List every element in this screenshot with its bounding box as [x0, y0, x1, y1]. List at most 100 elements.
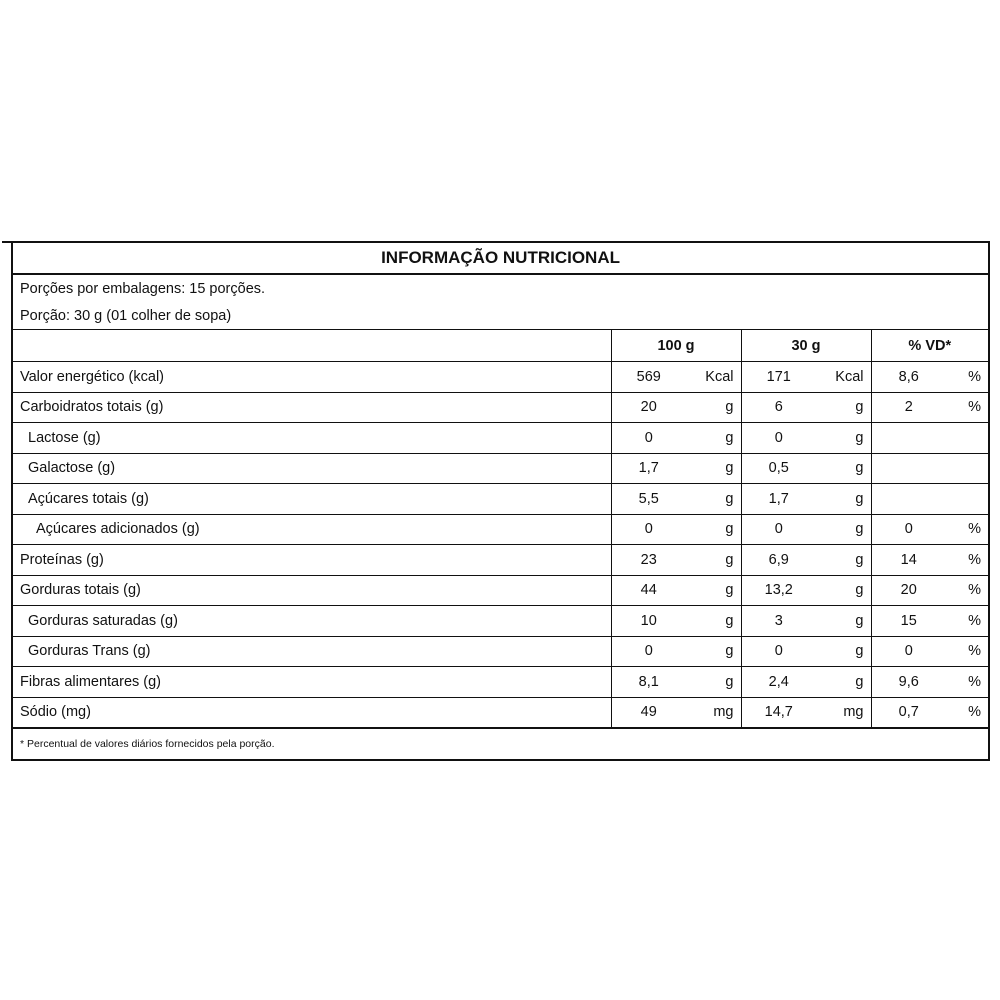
value-100g: 10 — [611, 605, 686, 637]
unit-100g: Kcal — [686, 361, 742, 393]
value-30g: 6 — [741, 391, 816, 423]
value-100g: 569 — [611, 361, 686, 393]
value-vd: 9,6 — [871, 666, 946, 698]
value-30g: 1,7 — [741, 483, 816, 515]
servings-per-package: Porções por embalagens: 15 porções. — [10, 274, 991, 302]
unit-30g: g — [816, 513, 872, 545]
value-30g: 0 — [741, 513, 816, 545]
value-30g: 0,5 — [741, 452, 816, 484]
value-30g: 0 — [741, 635, 816, 667]
value-100g: 0 — [611, 422, 686, 454]
unit-100g: g — [686, 391, 742, 423]
nutrient-label: Gorduras saturadas (g) — [11, 605, 612, 637]
unit-vd — [946, 452, 991, 484]
value-vd: 0 — [871, 513, 946, 545]
table-row: Lactose (g) 0 g 0 g — [11, 422, 991, 454]
value-vd: 2 — [871, 391, 946, 423]
value-100g: 0 — [611, 513, 686, 545]
value-vd: 0 — [871, 635, 946, 667]
value-30g: 3 — [741, 605, 816, 637]
header-100g: 100 g — [610, 329, 742, 362]
value-100g: 49 — [611, 696, 686, 729]
unit-100g: g — [686, 422, 742, 454]
table-row: Galactose (g) 1,7 g 0,5 g — [11, 452, 991, 484]
unit-30g: mg — [816, 696, 872, 729]
unit-vd: % — [946, 635, 991, 667]
nutrient-label: Gorduras Trans (g) — [11, 635, 612, 667]
unit-100g: g — [686, 666, 742, 698]
nutrient-label: Açúcares totais (g) — [11, 483, 612, 515]
table-title: INFORMAÇÃO NUTRICIONAL — [10, 241, 991, 275]
nutrient-label: Valor energético (kcal) — [11, 361, 612, 393]
value-vd: 8,6 — [871, 361, 946, 393]
header-30g: 30 g — [740, 329, 872, 362]
nutrition-table: INFORMAÇÃO NUTRICIONAL Porções por embal… — [10, 241, 991, 761]
value-100g: 8,1 — [611, 666, 686, 698]
unit-30g: g — [816, 422, 872, 454]
nutrient-label: Fibras alimentares (g) — [11, 666, 612, 698]
nutrient-label: Açúcares adicionados (g) — [11, 513, 612, 545]
value-100g: 0 — [611, 635, 686, 667]
table-row: Açúcares totais (g) 5,5 g 1,7 g — [11, 483, 991, 515]
footnote: * Percentual de valores diários fornecid… — [10, 727, 991, 761]
unit-vd: % — [946, 513, 991, 545]
unit-100g: g — [686, 513, 742, 545]
unit-100g: g — [686, 483, 742, 515]
value-30g: 2,4 — [741, 666, 816, 698]
value-100g: 44 — [611, 574, 686, 606]
unit-30g: g — [816, 574, 872, 606]
header-vd: % VD* — [870, 329, 991, 362]
table-row: Fibras alimentares (g) 8,1 g 2,4 g 9,6% — [11, 666, 991, 698]
value-100g: 20 — [611, 391, 686, 423]
unit-30g: g — [816, 452, 872, 484]
value-100g: 5,5 — [611, 483, 686, 515]
unit-vd — [946, 483, 991, 515]
table-row: Açúcares adicionados (g) 0 g 0 g 0% — [11, 513, 991, 545]
value-30g: 6,9 — [741, 544, 816, 576]
serving-size: Porção: 30 g (01 colher de sopa) — [10, 302, 991, 330]
unit-vd: % — [946, 696, 991, 729]
unit-vd: % — [946, 574, 991, 606]
value-100g: 23 — [611, 544, 686, 576]
nutrient-label: Proteínas (g) — [11, 544, 612, 576]
header-blank — [11, 329, 612, 362]
table-row: Gorduras totais (g) 44 g 13,2 g 20% — [11, 574, 991, 606]
unit-vd: % — [946, 544, 991, 576]
unit-100g: mg — [686, 696, 742, 729]
nutrient-label: Sódio (mg) — [11, 696, 612, 729]
nutrient-label: Galactose (g) — [11, 452, 612, 484]
unit-vd: % — [946, 605, 991, 637]
table-row: Carboidratos totais (g) 20 g 6 g 2% — [11, 391, 991, 423]
value-vd — [871, 483, 946, 515]
unit-100g: g — [686, 635, 742, 667]
unit-30g: g — [816, 635, 872, 667]
unit-30g: g — [816, 666, 872, 698]
value-vd: 15 — [871, 605, 946, 637]
unit-100g: g — [686, 544, 742, 576]
nutrient-label: Gorduras totais (g) — [11, 574, 612, 606]
value-30g: 14,7 — [741, 696, 816, 729]
table-row: Sódio (mg) 49 mg 14,7 mg 0,7% — [11, 696, 991, 729]
value-vd: 0,7 — [871, 696, 946, 729]
unit-30g: g — [816, 544, 872, 576]
unit-100g: g — [686, 452, 742, 484]
nutrient-label: Lactose (g) — [11, 422, 612, 454]
value-vd: 20 — [871, 574, 946, 606]
table-row: Valor energético (kcal) 569 Kcal 171 Kcal 8,6… — [11, 361, 991, 393]
unit-30g: Kcal — [816, 361, 872, 393]
value-vd: 14 — [871, 544, 946, 576]
unit-100g: g — [686, 574, 742, 606]
value-30g: 171 — [741, 361, 816, 393]
value-100g: 1,7 — [611, 452, 686, 484]
value-vd — [871, 422, 946, 454]
unit-vd: % — [946, 361, 991, 393]
unit-100g: g — [686, 605, 742, 637]
table-row: Gorduras saturadas (g) 10 g 3 g 15% — [11, 605, 991, 637]
table-row: Proteínas (g) 23 g 6,9 g 14% — [11, 544, 991, 576]
nutrient-label: Carboidratos totais (g) — [11, 391, 612, 423]
unit-vd: % — [946, 666, 991, 698]
value-vd — [871, 452, 946, 484]
unit-30g: g — [816, 605, 872, 637]
unit-vd — [946, 422, 991, 454]
value-30g: 0 — [741, 422, 816, 454]
